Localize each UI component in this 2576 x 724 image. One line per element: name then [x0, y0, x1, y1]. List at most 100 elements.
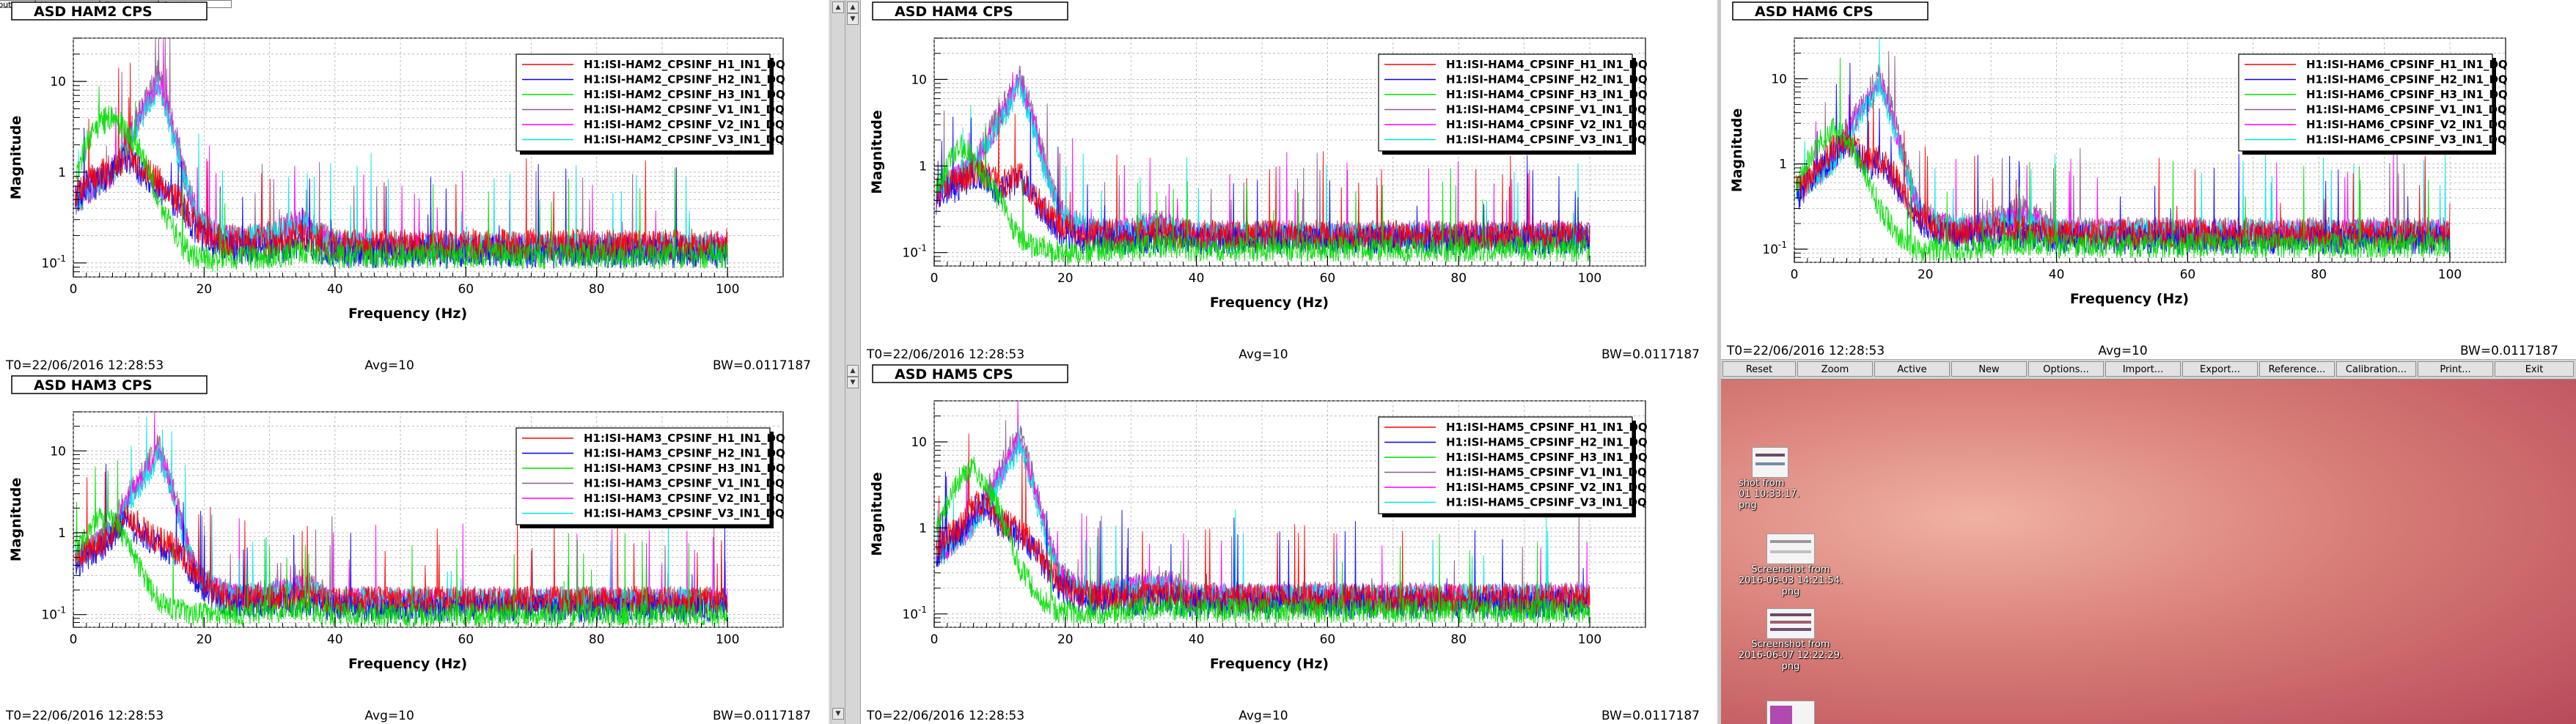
series-line	[936, 111, 1590, 251]
legend-entry: H1:ISI-HAM3_CPSINF_V3_IN1_DQ	[584, 507, 785, 520]
x-tick-label: 40	[2049, 267, 2065, 282]
x-axis: 0 20 40 60 80 100	[931, 617, 1601, 647]
series-line	[75, 460, 728, 628]
status-bw: BW=0.0117187	[1601, 709, 1700, 723]
series-line	[1796, 98, 2451, 249]
y-tick-label: 10	[50, 75, 66, 89]
x-axis-label: Frequency (Hz)	[1210, 656, 1329, 672]
legend-entry: H1:ISI-HAM4_CPSINF_H3_IN1_DQ	[1446, 88, 1648, 101]
legend: H1:ISI-HAM2_CPSINF_H1_IN1_DQ H1:ISI-HAM2_…	[515, 53, 785, 155]
x-tick-label: 80	[589, 632, 605, 647]
reference-button[interactable]: Reference...	[2259, 361, 2335, 377]
scroll-down-arrow[interactable]: ▼	[847, 13, 859, 25]
x-tick-label: 40	[1189, 632, 1205, 647]
exit-button[interactable]: Exit	[2495, 361, 2574, 377]
scroll-up-arrow[interactable]: ▲	[847, 365, 859, 377]
x-axis: 0 20 40 60 80 100	[931, 256, 1601, 286]
x-tick-label: 60	[1320, 632, 1336, 647]
x-tick-label: 20	[1057, 271, 1074, 286]
x-tick-label: 100	[716, 282, 739, 297]
active-button[interactable]: Active	[1874, 361, 1950, 377]
x-tick-label: 100	[1578, 632, 1601, 647]
scrollbar-left[interactable]: ▲ ▼	[830, 0, 846, 724]
x-tick-label: 40	[327, 282, 343, 297]
panel-title-text: ASD HAM3 CPS	[34, 377, 153, 394]
y-tick-label: 10	[1771, 72, 1787, 86]
print-button[interactable]: Print...	[2418, 361, 2493, 377]
legend-entry: H1:ISI-HAM2_CPSINF_V1_IN1_DQ	[584, 103, 785, 117]
y-tick-label: 10	[50, 444, 66, 459]
x-axis-label: Frequency (Hz)	[348, 656, 467, 672]
legend-entry: H1:ISI-HAM5_CPSINF_V3_IN1_DQ	[1446, 496, 1647, 509]
y-tick-label: 1	[58, 166, 66, 180]
y-tick-exp: -1	[1778, 240, 1787, 250]
status-t0: T0=22/06/2016 12:28:53	[866, 709, 1024, 723]
y-tick-base: 10	[1762, 243, 1778, 257]
panel-title: ASD HAM3 CPS	[11, 375, 208, 394]
x-axis: 0 20 40 60 80 100	[70, 617, 739, 647]
legend-entry: H1:ISI-HAM4_CPSINF_H2_IN1_DQ	[1446, 73, 1648, 86]
y-axis-label: Magnitude	[869, 110, 885, 193]
x-tick-label: 60	[1320, 271, 1336, 286]
legend-entry: H1:ISI-HAM3_CPSINF_V2_IN1_DQ	[584, 492, 785, 505]
y-tick-label: 1	[1779, 158, 1787, 172]
x-tick-label: 20	[197, 282, 213, 297]
x-tick-label: 100	[1578, 271, 1601, 286]
desktop-file-screenshot-2[interactable]: Screenshot from 2016-06-03 14:21:54. png	[1736, 533, 1846, 597]
desktop-file-screenshot-3[interactable]: Screenshot from 2016-06-07 12:22:29. png	[1736, 608, 1846, 672]
scroll-down-arrow[interactable]: ▼	[832, 708, 844, 720]
desktop-file-partial[interactable]	[1736, 701, 1846, 724]
scroll-down-arrow[interactable]: ▼	[847, 377, 859, 388]
legend-entry: H1:ISI-HAM5_CPSINF_H3_IN1_DQ	[1446, 451, 1648, 464]
legend: H1:ISI-HAM3_CPSINF_H1_IN1_DQ H1:ISI-HAM3_…	[515, 427, 785, 528]
image-file-icon	[1766, 608, 1815, 639]
y-axis-label: Magnitude	[8, 116, 24, 199]
legend-entry: H1:ISI-HAM5_CPSINF_V1_IN1_DQ	[1446, 466, 1647, 479]
reset-button[interactable]: Reset	[1722, 361, 1796, 377]
export-button[interactable]: Export...	[2182, 361, 2258, 377]
options-button[interactable]: Options...	[2028, 361, 2104, 377]
legend-entry: H1:ISI-HAM6_CPSINF_V1_IN1_DQ	[2306, 103, 2507, 117]
x-axis: 0 20 40 60 80 100	[70, 267, 739, 297]
window-divider	[1717, 0, 1721, 724]
x-tick-label: 40	[1189, 271, 1205, 286]
panel-title: ASD HAM6 CPS	[1732, 1, 1929, 21]
x-tick-label: 60	[2180, 267, 2196, 282]
desktop-file-screenshot-1[interactable]: shot from 01 10:33:17. png	[1721, 447, 1802, 511]
series-line	[75, 86, 728, 273]
legend-entry: H1:ISI-HAM5_CPSINF_V2_IN1_DQ	[1446, 481, 1647, 494]
scroll-up-arrow[interactable]: ▲	[847, 1, 859, 13]
desktop-file-label: shot from 01 10:33:17. png	[1739, 478, 1800, 511]
panel-title-box	[872, 1, 1068, 21]
x-axis-label: Frequency (Hz)	[348, 306, 467, 322]
image-file-icon	[1752, 447, 1788, 478]
scrollbar-middle[interactable]: ▲ ▼ ▲ ▼	[845, 0, 861, 724]
scroll-up-arrow[interactable]: ▲	[832, 1, 844, 13]
x-tick-label: 100	[2438, 267, 2462, 282]
y-tick-label: 1	[919, 160, 927, 174]
y-tick-label: 10-1	[902, 243, 927, 261]
new-button[interactable]: New	[1951, 361, 2027, 377]
x-tick-label: 20	[197, 632, 213, 647]
image-file-icon	[1766, 533, 1815, 564]
y-tick-label: 10	[911, 435, 927, 450]
y-tick-base: 10	[902, 246, 918, 261]
zoom-button[interactable]: Zoom	[1797, 361, 1873, 377]
y-tick-exp: -1	[57, 254, 66, 264]
legend-entry: H1:ISI-HAM4_CPSINF_V2_IN1_DQ	[1446, 118, 1647, 131]
window-middle: ASD HAM4 CPS 0 20 40 60 80 100 10-1 1 10 Frequency…	[861, 0, 1717, 724]
calibration-button[interactable]: Calibration...	[2336, 361, 2416, 377]
status-avg: Avg=10	[1239, 347, 1288, 362]
series-line	[1796, 57, 2451, 262]
import-button[interactable]: Import...	[2105, 361, 2181, 377]
legend-entry: H1:ISI-HAM5_CPSINF_H2_IN1_DQ	[1446, 436, 1648, 449]
panel-title: ASD HAM5 CPS	[872, 364, 1068, 383]
x-tick-label: 0	[70, 632, 78, 647]
